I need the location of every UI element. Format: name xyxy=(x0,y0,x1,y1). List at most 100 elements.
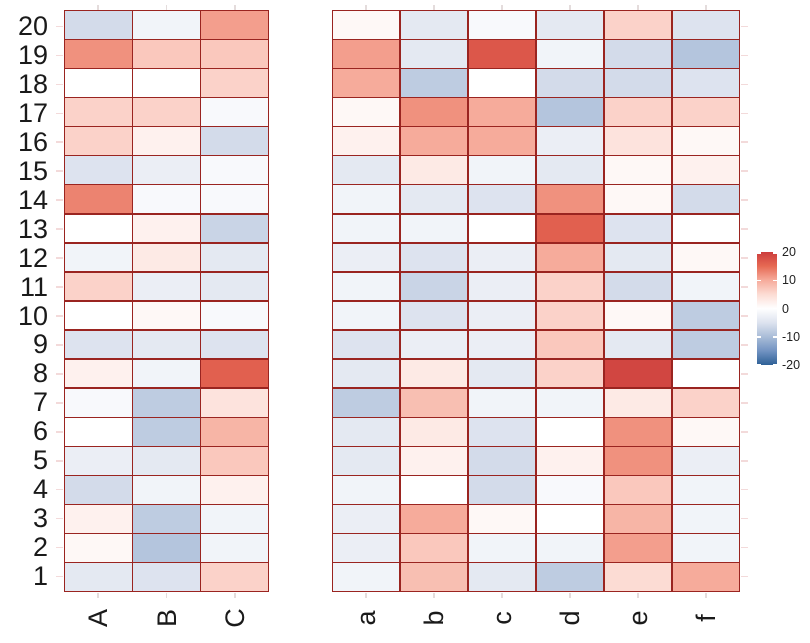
heatmap-cell xyxy=(333,185,400,214)
heatmap-cell xyxy=(333,156,400,184)
y-axis-labels: 20 19 18 17 16 15 14 13 12 11 10 9 8 7 6 5 4 3 2 1 xyxy=(0,12,50,591)
y-axis-label: 10 xyxy=(17,300,48,331)
y-axis-label: 3 xyxy=(32,503,48,534)
heatmap-cell xyxy=(604,388,672,417)
heatmap-cell xyxy=(400,156,468,184)
heatmap-cell xyxy=(333,98,400,126)
heatmap-cell xyxy=(536,330,604,359)
x-axis-label: C xyxy=(219,608,250,628)
axis-tick xyxy=(56,344,63,346)
heatmap-cell xyxy=(604,476,672,504)
heatmap-cell xyxy=(672,11,739,39)
heatmap-cell xyxy=(604,214,672,243)
legend-tick-mark xyxy=(757,252,761,254)
legend-tick-mark xyxy=(773,279,777,281)
axis-tick xyxy=(741,170,748,173)
y-axis-label: 6 xyxy=(32,416,48,447)
heatmap-cell xyxy=(672,272,739,301)
heatmap-cell xyxy=(201,330,268,359)
heatmap-cell xyxy=(468,185,536,214)
heatmap-cell xyxy=(333,447,400,475)
heatmap-cell xyxy=(468,127,536,155)
heatmap-cell xyxy=(400,330,468,359)
heatmap-cell xyxy=(672,476,739,504)
heatmap-cell xyxy=(536,301,604,330)
heatmap-cell xyxy=(133,98,200,126)
axis-tick xyxy=(741,112,748,115)
heatmap-cell xyxy=(672,505,739,533)
heatmap-cell xyxy=(65,505,132,533)
heatmap-cell xyxy=(65,301,132,330)
heatmap-cell xyxy=(536,359,604,388)
heatmap-cell xyxy=(333,359,400,388)
axis-tick xyxy=(741,199,748,201)
axis-tick xyxy=(501,5,503,10)
legend-tick-label: 0 xyxy=(782,301,789,316)
heatmap-cell xyxy=(201,418,268,446)
heatmap-cell xyxy=(604,301,672,330)
y-axis-label: 9 xyxy=(32,329,48,360)
heatmap-cell xyxy=(133,127,200,155)
axis-tick xyxy=(56,575,63,578)
heatmap-cell xyxy=(672,359,739,388)
heatmap-cell xyxy=(672,156,739,184)
heatmap-cell xyxy=(604,447,672,475)
axis-tick xyxy=(234,5,236,10)
axis-tick xyxy=(501,593,503,598)
legend-tick-mark xyxy=(773,363,777,365)
heatmap-cell xyxy=(400,243,468,272)
heatmap-cell xyxy=(201,301,268,330)
heatmap-cell xyxy=(65,185,132,214)
x-axis-label: f xyxy=(690,614,721,622)
heatmap-cell xyxy=(604,11,672,39)
heatmap-cell xyxy=(400,476,468,504)
heatmap-cell xyxy=(201,388,268,417)
y-axis-label: 19 xyxy=(17,39,48,70)
heatmap-cell xyxy=(468,214,536,243)
heatmap-cell xyxy=(65,40,132,68)
heatmap-cell xyxy=(65,447,132,475)
x-axis-label: A xyxy=(82,609,113,628)
heatmap-cell xyxy=(604,98,672,126)
heatmap-cell xyxy=(400,388,468,417)
axis-tick xyxy=(97,593,99,598)
heatmap-cell xyxy=(604,359,672,388)
heatmap-cell xyxy=(468,69,536,97)
axis-tick xyxy=(56,170,63,173)
axis-tick xyxy=(741,373,748,375)
heatmap-cell xyxy=(65,534,132,562)
y-axis-label: 11 xyxy=(19,271,48,302)
heatmap-cell xyxy=(133,418,200,446)
axis-tick xyxy=(741,315,748,317)
y-axis-label: 18 xyxy=(17,68,48,99)
y-axis-label: 20 xyxy=(17,10,48,41)
heatmap-cell xyxy=(604,40,672,68)
heatmap-cell xyxy=(65,272,132,301)
heatmap-cell xyxy=(201,563,268,591)
axis-tick xyxy=(56,315,63,317)
heatmap-cell xyxy=(400,127,468,155)
heatmap-cell xyxy=(536,214,604,243)
axis-tick xyxy=(569,593,571,598)
heatmap-cell xyxy=(468,330,536,359)
heatmap-cell xyxy=(536,185,604,214)
heatmap-cell xyxy=(333,534,400,562)
axis-tick xyxy=(741,141,748,144)
legend-tick-mark xyxy=(757,336,761,338)
heatmap-cell xyxy=(672,447,739,475)
heatmap-cell xyxy=(65,563,132,591)
left-heatmap-panel xyxy=(64,10,269,592)
heatmap-cell xyxy=(133,388,200,417)
legend-tick-label: 10 xyxy=(782,273,796,287)
heatmap-cell xyxy=(201,214,268,243)
x-axis-label: e xyxy=(622,610,653,626)
x-axis-label: a xyxy=(350,610,381,626)
heatmap-cell xyxy=(201,185,268,214)
heatmap-cell xyxy=(672,185,739,214)
heatmap-cell xyxy=(468,11,536,39)
heatmap-cell xyxy=(672,301,739,330)
right-heatmap-panel xyxy=(332,10,740,592)
axis-tick xyxy=(56,228,63,230)
heatmap-cell xyxy=(333,40,400,68)
